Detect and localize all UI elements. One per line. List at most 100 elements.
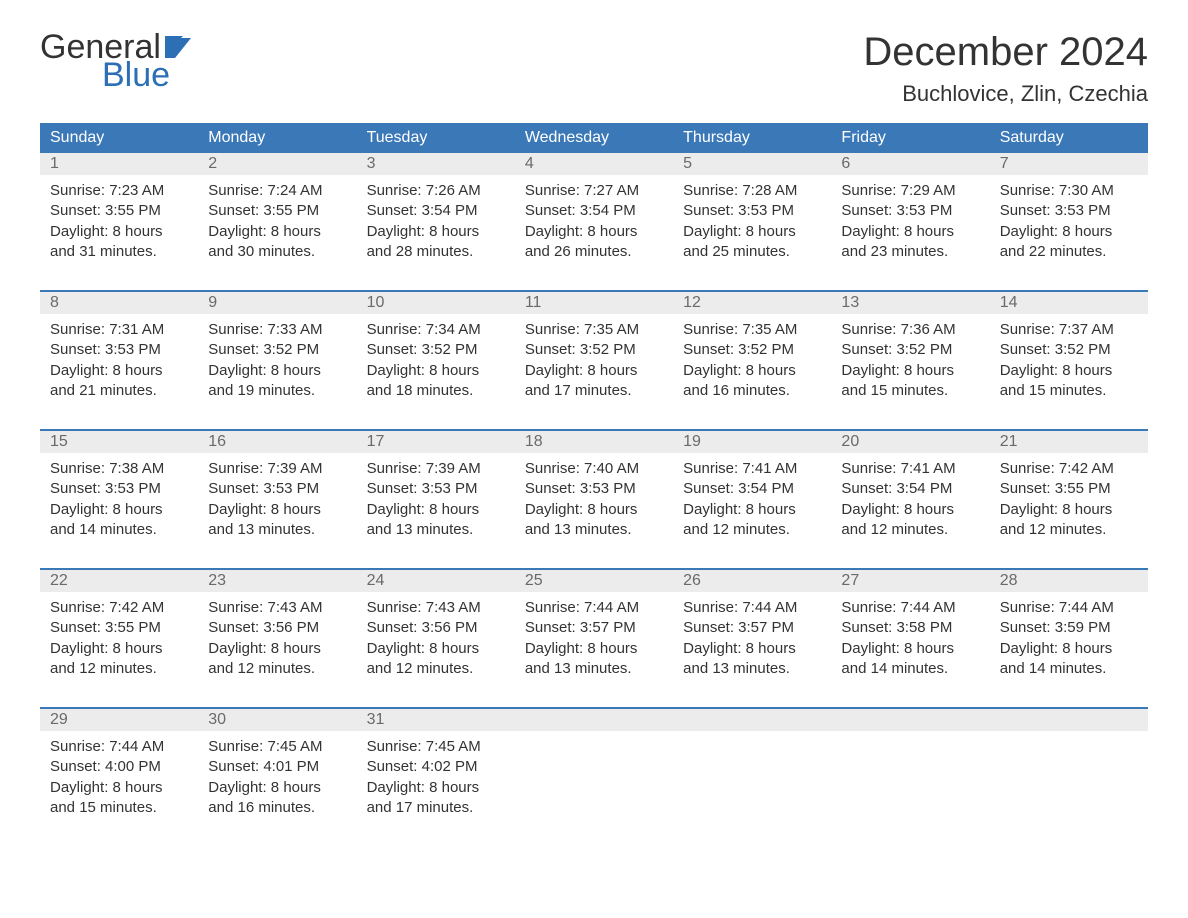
day-cell: Sunrise: 7:30 AMSunset: 3:53 PMDaylight:…: [990, 175, 1148, 272]
daylight-line2: and 15 minutes.: [1000, 381, 1138, 401]
day-number: 5: [673, 153, 831, 175]
daylight-line1: Daylight: 8 hours: [367, 778, 505, 798]
day-number: 8: [40, 292, 198, 314]
day-cell: [831, 731, 989, 828]
day-number: 20: [831, 431, 989, 453]
daylight-line2: and 13 minutes.: [208, 520, 346, 540]
sunset-text: Sunset: 3:53 PM: [525, 479, 663, 499]
day-number: 4: [515, 153, 673, 175]
day-number: 3: [357, 153, 515, 175]
sunset-text: Sunset: 3:52 PM: [525, 340, 663, 360]
daylight-line1: Daylight: 8 hours: [683, 639, 821, 659]
daylight-line2: and 17 minutes.: [525, 381, 663, 401]
sunset-text: Sunset: 3:54 PM: [683, 479, 821, 499]
day-cell: Sunrise: 7:23 AMSunset: 3:55 PMDaylight:…: [40, 175, 198, 272]
daylight-line2: and 12 minutes.: [841, 520, 979, 540]
day-number: 30: [198, 709, 356, 731]
dayname-wednesday: Wednesday: [515, 123, 673, 153]
sunrise-text: Sunrise: 7:43 AM: [208, 598, 346, 618]
sunset-text: Sunset: 3:57 PM: [525, 618, 663, 638]
calendar: Sunday Monday Tuesday Wednesday Thursday…: [40, 123, 1148, 828]
daylight-line1: Daylight: 8 hours: [841, 639, 979, 659]
daylight-line1: Daylight: 8 hours: [1000, 222, 1138, 242]
sunrise-text: Sunrise: 7:37 AM: [1000, 320, 1138, 340]
sunrise-text: Sunrise: 7:44 AM: [525, 598, 663, 618]
daylight-line1: Daylight: 8 hours: [208, 500, 346, 520]
daylight-line1: Daylight: 8 hours: [1000, 639, 1138, 659]
sunset-text: Sunset: 3:54 PM: [525, 201, 663, 221]
day-cell: Sunrise: 7:37 AMSunset: 3:52 PMDaylight:…: [990, 314, 1148, 411]
logo: General Blue: [40, 30, 199, 92]
day-number: 31: [357, 709, 515, 731]
sunset-text: Sunset: 3:55 PM: [50, 201, 188, 221]
daylight-line2: and 15 minutes.: [841, 381, 979, 401]
sunrise-text: Sunrise: 7:24 AM: [208, 181, 346, 201]
dayname-friday: Friday: [831, 123, 989, 153]
daylight-line2: and 28 minutes.: [367, 242, 505, 262]
day-cell: Sunrise: 7:42 AMSunset: 3:55 PMDaylight:…: [990, 453, 1148, 550]
day-cell: Sunrise: 7:34 AMSunset: 3:52 PMDaylight:…: [357, 314, 515, 411]
day-cell: [673, 731, 831, 828]
day-number: 24: [357, 570, 515, 592]
day-number: 17: [357, 431, 515, 453]
sunrise-text: Sunrise: 7:28 AM: [683, 181, 821, 201]
page-title: December 2024: [863, 30, 1148, 75]
day-cell: Sunrise: 7:28 AMSunset: 3:53 PMDaylight:…: [673, 175, 831, 272]
day-cell: Sunrise: 7:43 AMSunset: 3:56 PMDaylight:…: [198, 592, 356, 689]
day-number: 21: [990, 431, 1148, 453]
daylight-line2: and 23 minutes.: [841, 242, 979, 262]
daylight-line2: and 12 minutes.: [683, 520, 821, 540]
week-row: 22232425262728Sunrise: 7:42 AMSunset: 3:…: [40, 568, 1148, 689]
day-cell: Sunrise: 7:36 AMSunset: 3:52 PMDaylight:…: [831, 314, 989, 411]
day-cell: [990, 731, 1148, 828]
day-cell: Sunrise: 7:44 AMSunset: 3:59 PMDaylight:…: [990, 592, 1148, 689]
sunrise-text: Sunrise: 7:44 AM: [1000, 598, 1138, 618]
day-cell: Sunrise: 7:43 AMSunset: 3:56 PMDaylight:…: [357, 592, 515, 689]
sunrise-text: Sunrise: 7:30 AM: [1000, 181, 1138, 201]
daylight-line2: and 13 minutes.: [525, 520, 663, 540]
dayname-header-row: Sunday Monday Tuesday Wednesday Thursday…: [40, 123, 1148, 153]
daylight-line2: and 14 minutes.: [1000, 659, 1138, 679]
daylight-line2: and 12 minutes.: [367, 659, 505, 679]
daylight-line2: and 14 minutes.: [50, 520, 188, 540]
day-number: 27: [831, 570, 989, 592]
week-row: 15161718192021Sunrise: 7:38 AMSunset: 3:…: [40, 429, 1148, 550]
daynum-row: 15161718192021: [40, 431, 1148, 453]
sunrise-text: Sunrise: 7:42 AM: [1000, 459, 1138, 479]
daylight-line2: and 25 minutes.: [683, 242, 821, 262]
sunrise-text: Sunrise: 7:43 AM: [367, 598, 505, 618]
day-number: 29: [40, 709, 198, 731]
sunrise-text: Sunrise: 7:44 AM: [841, 598, 979, 618]
dayname-sunday: Sunday: [40, 123, 198, 153]
daylight-line2: and 13 minutes.: [525, 659, 663, 679]
sunrise-text: Sunrise: 7:27 AM: [525, 181, 663, 201]
day-cell: Sunrise: 7:44 AMSunset: 3:58 PMDaylight:…: [831, 592, 989, 689]
day-cell: Sunrise: 7:29 AMSunset: 3:53 PMDaylight:…: [831, 175, 989, 272]
daylight-line1: Daylight: 8 hours: [50, 222, 188, 242]
day-cell: Sunrise: 7:42 AMSunset: 3:55 PMDaylight:…: [40, 592, 198, 689]
day-cell: Sunrise: 7:33 AMSunset: 3:52 PMDaylight:…: [198, 314, 356, 411]
daylight-line1: Daylight: 8 hours: [1000, 361, 1138, 381]
daylight-line1: Daylight: 8 hours: [841, 500, 979, 520]
sunset-text: Sunset: 3:59 PM: [1000, 618, 1138, 638]
dayname-monday: Monday: [198, 123, 356, 153]
daylight-line1: Daylight: 8 hours: [50, 361, 188, 381]
day-number: 15: [40, 431, 198, 453]
sunset-text: Sunset: 3:54 PM: [841, 479, 979, 499]
daylight-line2: and 18 minutes.: [367, 381, 505, 401]
day-cell: Sunrise: 7:27 AMSunset: 3:54 PMDaylight:…: [515, 175, 673, 272]
daynum-row: 293031: [40, 709, 1148, 731]
sunrise-text: Sunrise: 7:35 AM: [525, 320, 663, 340]
daylight-line2: and 26 minutes.: [525, 242, 663, 262]
day-number: 10: [357, 292, 515, 314]
daylight-line1: Daylight: 8 hours: [367, 639, 505, 659]
sunset-text: Sunset: 3:55 PM: [1000, 479, 1138, 499]
sunset-text: Sunset: 3:53 PM: [683, 201, 821, 221]
day-number: 9: [198, 292, 356, 314]
daylight-line2: and 30 minutes.: [208, 242, 346, 262]
sunrise-text: Sunrise: 7:39 AM: [367, 459, 505, 479]
day-cell: Sunrise: 7:39 AMSunset: 3:53 PMDaylight:…: [357, 453, 515, 550]
dayname-tuesday: Tuesday: [357, 123, 515, 153]
daylight-line1: Daylight: 8 hours: [208, 222, 346, 242]
sunrise-text: Sunrise: 7:44 AM: [50, 737, 188, 757]
